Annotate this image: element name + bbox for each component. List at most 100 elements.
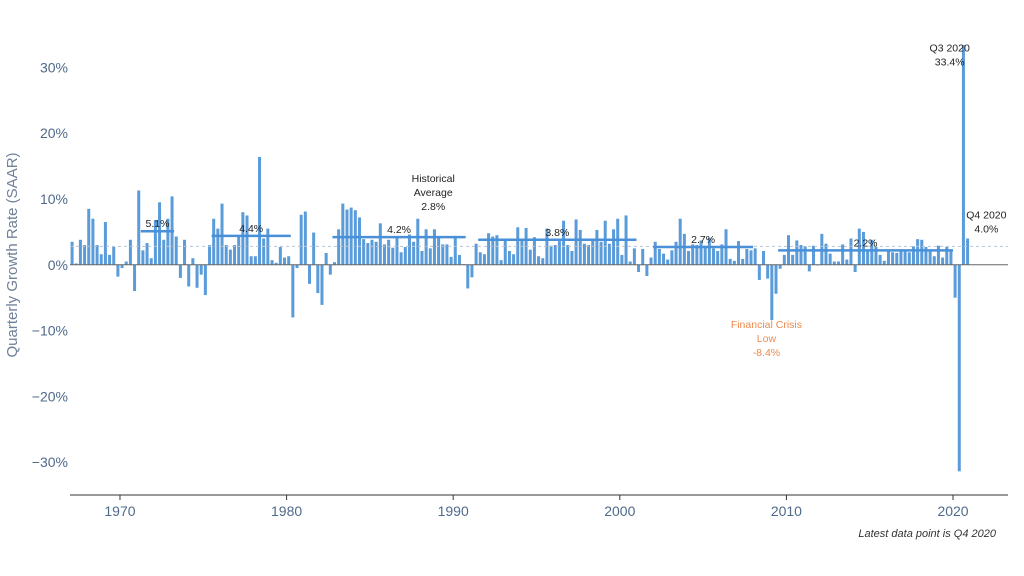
bar <box>262 238 266 265</box>
bar <box>303 211 307 265</box>
bar <box>216 228 220 265</box>
bar <box>320 264 324 305</box>
annotation-q4-2020: Q4 2020 4.0% <box>966 210 1006 236</box>
bar <box>632 248 636 265</box>
bar <box>174 236 178 265</box>
annotation-line: Low <box>757 333 777 345</box>
bar <box>941 257 945 265</box>
bar <box>549 245 553 265</box>
bar <box>657 249 661 265</box>
bar <box>116 264 120 277</box>
bar <box>737 241 741 265</box>
annotation-line: Q4 2020 <box>966 210 1006 222</box>
bar <box>403 247 407 265</box>
bar <box>774 264 778 294</box>
bar <box>491 236 495 265</box>
bar <box>695 245 699 265</box>
bar <box>266 228 270 265</box>
bar <box>124 261 128 265</box>
bar <box>253 256 257 265</box>
bar <box>70 241 74 265</box>
bar <box>870 239 874 265</box>
bar <box>487 233 491 265</box>
bar <box>662 253 666 265</box>
bar <box>699 240 703 265</box>
bar <box>337 229 341 265</box>
bar <box>928 250 932 265</box>
bar <box>707 237 711 265</box>
bar <box>387 239 391 265</box>
bar <box>416 218 420 265</box>
bar <box>133 264 137 292</box>
bar <box>341 203 345 265</box>
bar <box>957 264 961 472</box>
bar <box>499 260 503 265</box>
bar <box>799 245 803 265</box>
bar <box>220 203 224 265</box>
bar <box>428 248 432 265</box>
bar <box>570 250 574 265</box>
bar <box>382 244 386 265</box>
y-tick-label: −30% <box>32 454 68 470</box>
bar <box>183 239 187 265</box>
bar <box>445 244 449 265</box>
bar <box>749 250 753 265</box>
bar <box>762 250 765 265</box>
bar <box>899 249 903 265</box>
bar <box>691 244 695 265</box>
bar <box>732 260 736 265</box>
bar <box>637 264 641 273</box>
bar <box>237 235 241 265</box>
bar <box>682 233 686 265</box>
period-average-label: 5.1% <box>146 218 170 230</box>
x-tick-label: 2010 <box>771 503 802 519</box>
bar <box>791 254 795 265</box>
bar <box>949 249 953 265</box>
annotation-q3-2020: Q3 2020 33.4% <box>930 43 970 69</box>
bar <box>374 241 378 265</box>
bar <box>258 156 262 265</box>
bar <box>478 252 482 265</box>
bar <box>357 217 361 265</box>
bar <box>607 243 611 265</box>
bar <box>916 239 920 265</box>
bar <box>366 243 370 265</box>
bar <box>678 218 682 265</box>
bar <box>470 264 474 278</box>
bar <box>857 228 861 265</box>
bar <box>120 264 124 269</box>
bar <box>616 218 620 265</box>
bar <box>641 249 645 265</box>
bar <box>74 263 78 265</box>
bar <box>828 253 832 265</box>
bar <box>453 235 457 265</box>
bar <box>712 248 716 265</box>
bar <box>316 264 320 294</box>
footnote: Latest data point is Q4 2020 <box>858 528 996 540</box>
bar <box>557 241 561 265</box>
bar <box>278 247 282 265</box>
annotation-line: 4.0% <box>974 224 998 236</box>
y-tick-label: 30% <box>40 59 68 75</box>
bar <box>474 243 478 265</box>
bar <box>407 234 411 265</box>
bar <box>882 260 886 265</box>
bar <box>891 252 895 265</box>
bar <box>903 250 907 265</box>
bar <box>961 45 965 265</box>
bar <box>716 250 720 265</box>
bar <box>512 254 516 265</box>
bar <box>103 222 107 265</box>
bar <box>482 254 486 265</box>
bar <box>741 258 745 265</box>
bar <box>599 241 603 265</box>
bar <box>432 229 436 265</box>
period-average-label: 4.2% <box>387 224 411 236</box>
bar <box>845 259 849 265</box>
bar <box>595 229 599 265</box>
bar <box>520 239 524 265</box>
bar <box>312 232 316 265</box>
bar <box>328 264 332 275</box>
bar <box>687 250 691 265</box>
bar <box>953 264 957 298</box>
